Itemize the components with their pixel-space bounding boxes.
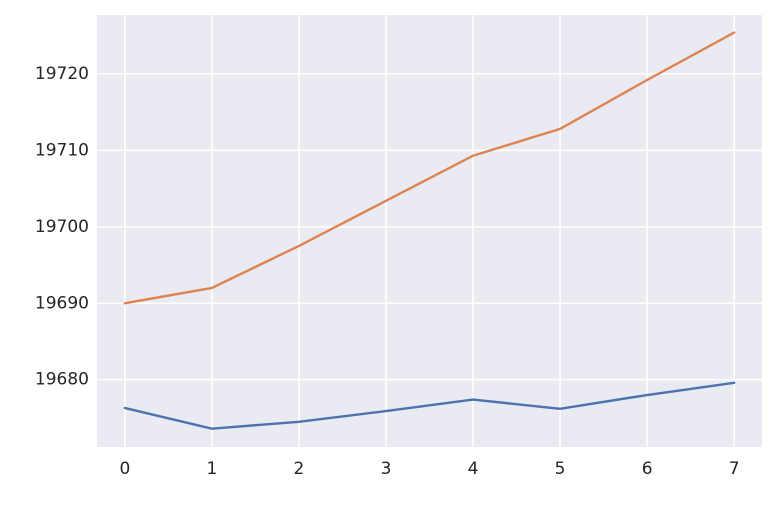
x-tick-label: 4 bbox=[468, 459, 479, 479]
plot-area bbox=[97, 15, 762, 447]
x-tick-label: 0 bbox=[119, 459, 130, 479]
y-tick-label: 19680 bbox=[35, 370, 89, 390]
y-tick-label: 19720 bbox=[35, 64, 89, 84]
y-tick-label: 19690 bbox=[35, 293, 89, 313]
x-tick-label: 5 bbox=[555, 459, 566, 479]
x-tick-label: 7 bbox=[729, 459, 740, 479]
x-tick-label: 2 bbox=[294, 459, 305, 479]
x-tick-label: 1 bbox=[206, 459, 217, 479]
y-tick-label: 19710 bbox=[35, 140, 89, 160]
x-tick-label: 3 bbox=[381, 459, 392, 479]
line bbox=[123, 31, 736, 305]
line bbox=[123, 381, 736, 430]
y-tick-label: 19700 bbox=[35, 217, 89, 237]
x-tick-label: 6 bbox=[642, 459, 653, 479]
